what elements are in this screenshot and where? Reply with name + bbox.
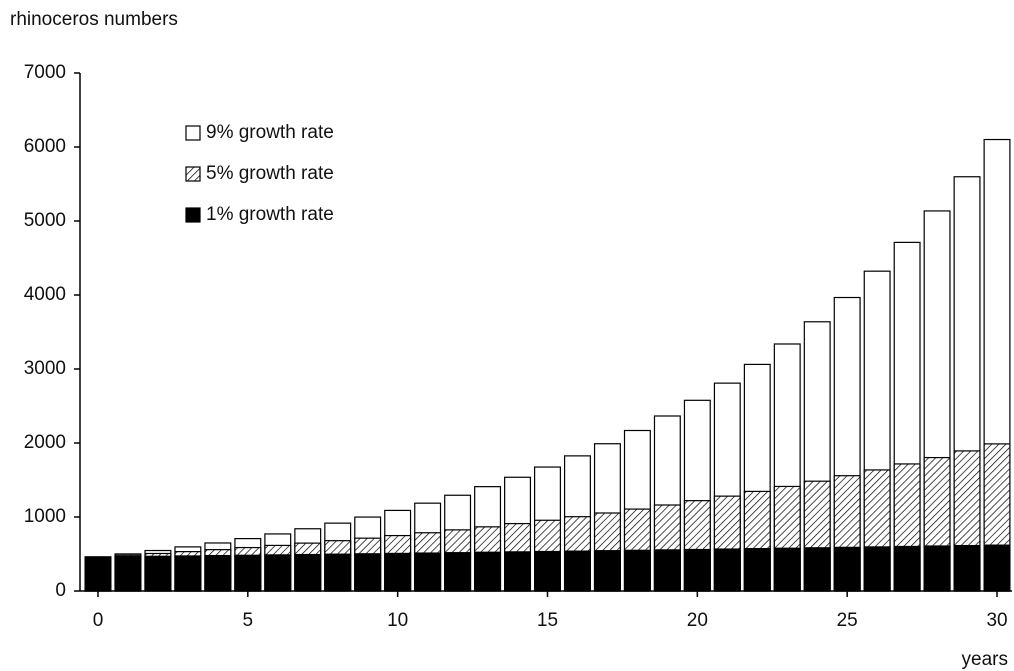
bar [833, 546, 861, 592]
bar [863, 546, 891, 592]
legend-label: 1% growth rate [206, 204, 334, 225]
x-axis-title: years [962, 649, 1008, 670]
bar [414, 552, 442, 592]
bar [683, 548, 711, 592]
bar [983, 544, 1011, 592]
bar [743, 547, 771, 592]
bar [84, 556, 112, 592]
legend-label: 9% growth rate [206, 122, 334, 143]
x-tick-label: 5 [243, 610, 254, 631]
bar [953, 544, 981, 592]
bar [593, 550, 621, 592]
x-tick-label: 20 [687, 610, 708, 631]
y-tick-label: 7000 [24, 62, 66, 83]
legend-swatch [185, 207, 201, 223]
bar [923, 545, 951, 592]
legend-label: 5% growth rate [206, 163, 334, 184]
y-tick-label: 1000 [24, 506, 66, 527]
bar [773, 547, 801, 592]
y-tick-label: 2000 [24, 432, 66, 453]
bar [713, 548, 741, 592]
bar [174, 555, 202, 592]
bar [893, 545, 921, 592]
y-tick-label: 4000 [24, 284, 66, 305]
bar [563, 550, 591, 592]
bar [294, 553, 322, 592]
y-tick-label: 0 [55, 580, 66, 601]
bar [204, 554, 232, 592]
bar [144, 555, 172, 592]
y-tick-label: 6000 [24, 136, 66, 157]
legend-swatch [185, 125, 201, 141]
x-tick-label: 10 [387, 610, 408, 631]
bar [354, 553, 382, 592]
bar [803, 547, 831, 592]
bar [384, 552, 412, 592]
y-axis-title: rhinoceros numbers [10, 9, 178, 30]
x-tick-label: 15 [537, 610, 558, 631]
bar [444, 552, 472, 592]
x-tick-label: 25 [837, 610, 858, 631]
bar [534, 550, 561, 592]
bar [474, 551, 502, 592]
bar [114, 555, 142, 592]
bar [234, 554, 262, 592]
bar [324, 553, 352, 592]
x-tick-label: 30 [986, 610, 1007, 631]
legend-swatch [185, 166, 201, 182]
bar [504, 551, 532, 592]
y-tick-label: 3000 [24, 358, 66, 379]
bar [264, 554, 292, 592]
bar [623, 549, 651, 592]
bar [653, 549, 681, 592]
x-tick-label: 0 [93, 610, 104, 631]
y-tick-label: 5000 [24, 210, 66, 231]
